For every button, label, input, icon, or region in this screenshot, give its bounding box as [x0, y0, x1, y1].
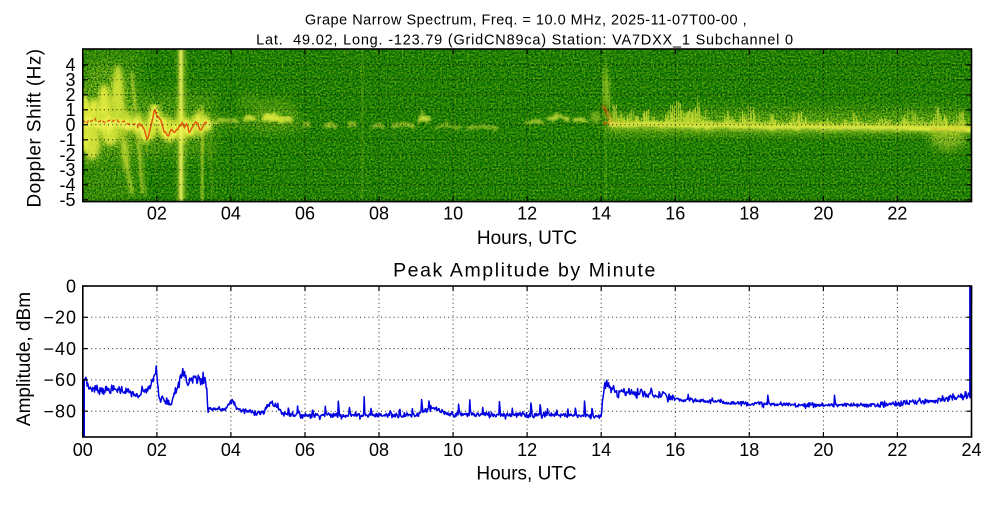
- svg-text:10: 10: [443, 204, 463, 224]
- svg-text:0: 0: [65, 115, 75, 135]
- svg-text:18: 18: [739, 204, 759, 224]
- svg-text:14: 14: [591, 440, 611, 460]
- svg-text:16: 16: [665, 204, 685, 224]
- svg-text:1: 1: [65, 100, 75, 120]
- svg-text:−20: −20: [43, 308, 77, 328]
- svg-text:-4: -4: [59, 175, 75, 195]
- svg-text:06: 06: [295, 440, 315, 460]
- svg-text:3: 3: [65, 70, 75, 90]
- svg-text:Hours, UTC: Hours, UTC: [476, 464, 576, 485]
- svg-text:Grape Narrow Spectrum, Freq. =: Grape Narrow Spectrum, Freq. = 10.0 MHz,…: [305, 13, 747, 29]
- svg-text:−60: −60: [43, 370, 77, 390]
- svg-text:24: 24: [961, 440, 981, 460]
- svg-text:4: 4: [65, 55, 75, 75]
- svg-text:-2: -2: [59, 145, 75, 165]
- svg-text:-1: -1: [59, 130, 75, 150]
- svg-text:08: 08: [369, 204, 389, 224]
- svg-text:-5: -5: [59, 190, 75, 210]
- svg-text:Peak Amplitude by Minute: Peak Amplitude by Minute: [393, 260, 657, 282]
- svg-text:-3: -3: [59, 160, 75, 180]
- svg-text:04: 04: [221, 204, 241, 224]
- svg-text:00: 00: [73, 440, 93, 460]
- svg-text:14: 14: [591, 204, 611, 224]
- svg-text:22: 22: [887, 440, 907, 460]
- svg-text:20: 20: [813, 440, 833, 460]
- svg-text:18: 18: [739, 440, 759, 460]
- svg-text:02: 02: [147, 440, 167, 460]
- svg-text:Doppler Shift (Hz): Doppler Shift (Hz): [25, 48, 46, 207]
- svg-text:12: 12: [517, 204, 537, 224]
- svg-text:12: 12: [517, 440, 537, 460]
- svg-text:22: 22: [887, 204, 907, 224]
- svg-text:20: 20: [813, 204, 833, 224]
- svg-text:2: 2: [65, 85, 75, 105]
- svg-text:0: 0: [66, 276, 77, 296]
- svg-text:Amplitude, dBm: Amplitude, dBm: [14, 292, 35, 426]
- svg-text:10: 10: [443, 440, 463, 460]
- svg-text:06: 06: [295, 204, 315, 224]
- svg-text:−80: −80: [43, 402, 77, 422]
- svg-text:02: 02: [147, 204, 167, 224]
- svg-text:−40: −40: [43, 339, 77, 359]
- svg-text:08: 08: [369, 440, 389, 460]
- svg-text:Hours, UTC: Hours, UTC: [477, 228, 577, 249]
- svg-text:04: 04: [221, 440, 241, 460]
- svg-text:Lat. 49.02, Long. -123.79 (Gr: Lat. 49.02, Long. -123.79 (GridCN89ca) S…: [256, 33, 794, 49]
- svg-text:16: 16: [665, 440, 685, 460]
